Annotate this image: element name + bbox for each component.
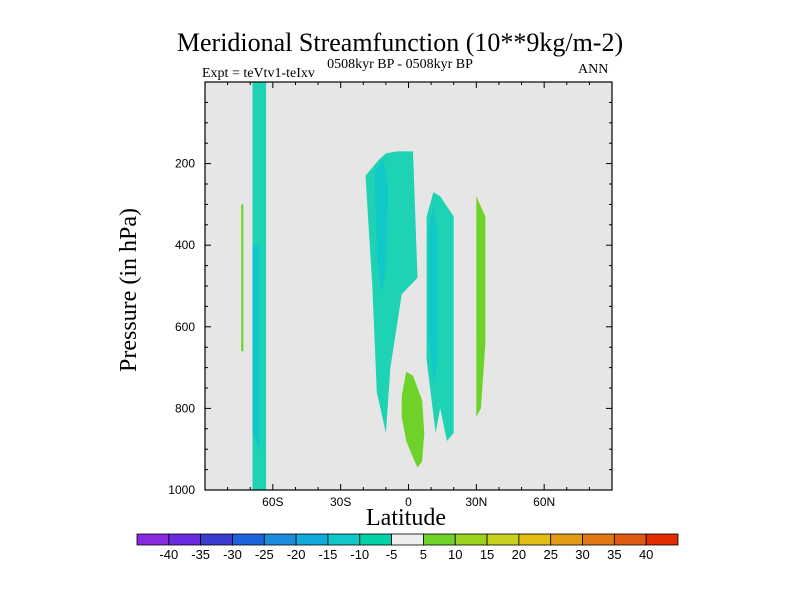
colorbar-box [295,533,329,546]
colorbar-box [423,533,456,546]
colorbar-box [168,533,202,546]
colorbar-box [454,533,488,546]
colorbar-box [359,533,392,546]
x-tick-label: 60N [533,495,555,509]
colorbar-box [327,533,361,546]
x-axis-label: Latitude [366,505,446,531]
colorbar-label: 35 [607,547,621,562]
colorbar-label: 15 [480,547,494,562]
contour-lower-tropical-positive [401,371,425,468]
contour-nh-negative-core [428,204,438,384]
colorbar-label: -30 [223,547,242,562]
colorbar-box [518,533,552,546]
colorbar-label: -10 [350,547,369,562]
chart-title: Meridional Streamfunction (10**9kg/m-2) [176,28,624,57]
colorbar-box [200,533,233,546]
x-tick-label: 30N [465,495,487,509]
y-tick-label: 1000 [168,483,195,497]
colorbar-label: -35 [191,547,210,562]
colorbar-box [391,533,424,546]
colorbar-box [486,533,520,546]
contour-sh-polar-cell-core [252,245,260,450]
colorbar-box [645,533,679,546]
contour-sh-weak-positive [241,204,244,352]
colorbar-label: 5 [420,547,427,562]
colorbar-label: -15 [319,547,338,562]
y-tick-label: 800 [175,401,195,415]
contour-tropical-negative-core [374,159,389,295]
y-axis-label: Pressure (in hPa) [116,208,142,372]
colorbar-label: 10 [448,547,462,562]
colorbar-box [613,533,647,546]
colorbar-label: 30 [575,547,589,562]
colorbar-label: -20 [287,547,306,562]
x-tick-label: 0 [405,495,412,509]
colorbar-label: 20 [512,547,526,562]
colorbar-label: -25 [255,547,274,562]
colorbar-label: 40 [639,547,653,562]
x-tick-label: 30S [330,495,351,509]
colorbar-label: 25 [543,547,557,562]
colorbar-box [263,533,297,546]
colorbar-box [582,533,615,546]
experiment-label: Expt = teVtv1-teIxv [202,66,315,81]
chart-subtitle: 0508kyr BP - 0508kyr BP [327,57,473,72]
colorbar-box [550,533,583,546]
y-tick-label: 200 [175,157,195,171]
colorbar-label: -5 [386,547,398,562]
colorbar-box [136,533,170,546]
season-label: ANN [578,62,609,77]
y-tick-label: 400 [175,238,195,252]
colorbar-label: -40 [159,547,178,562]
colorbar-box [232,533,265,546]
contour-nh-positive-cell [476,196,486,417]
x-tick-label: 60S [262,495,283,509]
y-tick-label: 600 [175,320,195,334]
